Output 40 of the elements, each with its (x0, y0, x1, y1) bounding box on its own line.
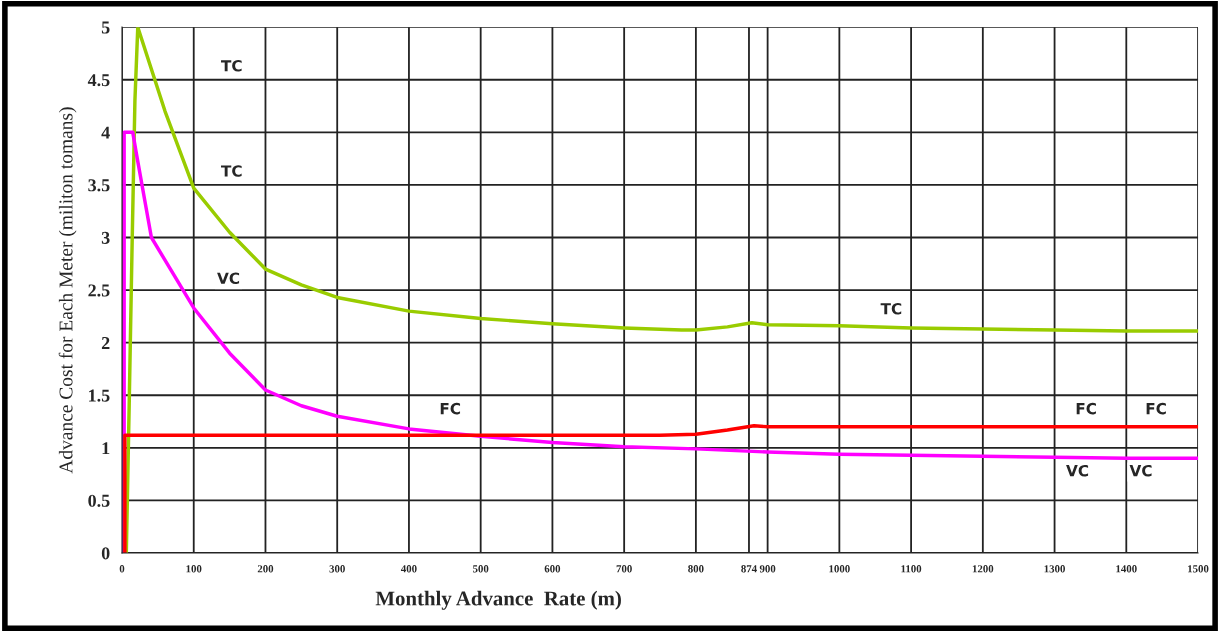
y-tick-label: 1.5 (89, 389, 110, 402)
annotation: VC (217, 272, 240, 284)
y-tick-label: 2 (101, 336, 110, 349)
y-tick-label: 0.5 (88, 494, 110, 507)
x-tick-label: 0 (119, 565, 125, 573)
x-tick-label: 800 (688, 565, 704, 573)
x-tick-label: 600 (544, 565, 561, 573)
annotation: TC (880, 302, 902, 315)
x-tick-label: 900 (759, 565, 776, 573)
line-series (124, 27, 1199, 553)
x-tick-label: 1500 (1188, 565, 1209, 573)
x-tick-label: 100 (186, 565, 202, 573)
annotation: VC (1129, 464, 1152, 477)
x-axis-title: Monthly Advance Rate (m) (375, 590, 621, 610)
annotation: FC (440, 402, 461, 415)
x-tick-label: 500 (472, 565, 489, 573)
y-tick-label: 0 (101, 547, 110, 560)
y-tick-label: 2.5 (88, 284, 110, 297)
annotation: VC (1066, 464, 1089, 477)
annotation: FC (1146, 402, 1166, 415)
x-tick-label: 300 (329, 565, 345, 573)
x-tick-label: 1200 (972, 565, 994, 573)
x-tick-label: 200 (257, 565, 274, 573)
y-tick-label: 5 (101, 21, 110, 34)
y-tick-label: 1 (102, 442, 110, 455)
annotation: TC (221, 165, 242, 177)
annotation: TC (221, 60, 242, 72)
y-tick-label: 3.5 (88, 179, 110, 192)
x-tick-label: 700 (616, 565, 632, 573)
x-tick-label: 1100 (901, 565, 922, 573)
y-tick-label: 4 (101, 126, 110, 139)
x-tick-label: 1300 (1044, 565, 1065, 573)
y-tick-label: 3 (101, 231, 110, 244)
y-axis-title: Advance Cost for Each Meter (militon tomans) (58, 107, 77, 474)
x-tick-label: 400 (400, 565, 417, 573)
annotation: FC (1076, 402, 1096, 415)
x-tick-label: 874 (741, 565, 757, 573)
x-tick-label: 1400 (1116, 565, 1137, 573)
y-tick-label: 4.5 (87, 74, 110, 87)
x-tick-label: 1000 (829, 565, 850, 573)
